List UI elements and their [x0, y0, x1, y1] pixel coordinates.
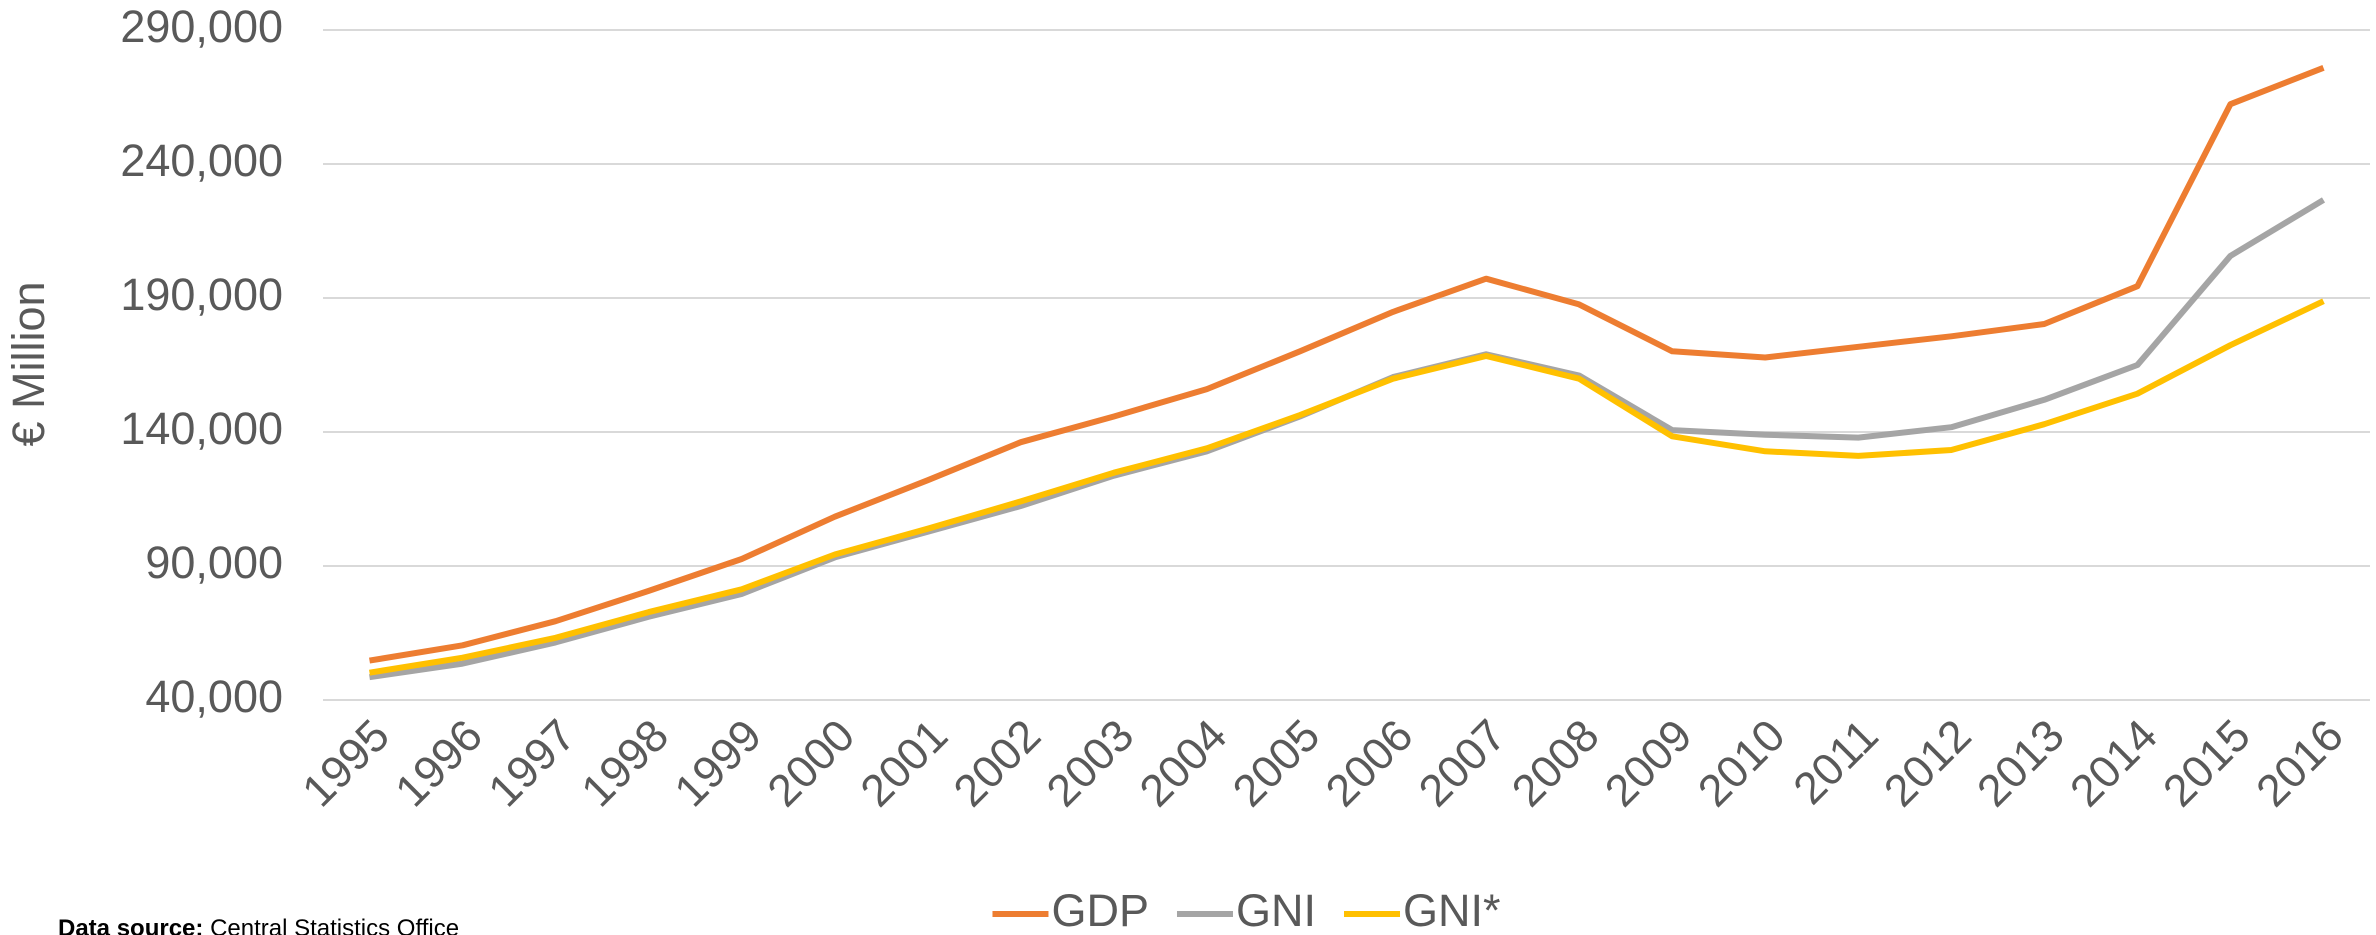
x-tick-label: 2001: [850, 709, 957, 816]
x-tick-label: 2005: [1223, 709, 1330, 816]
source-label: Data source:: [58, 915, 203, 935]
legend-label: GDP: [1051, 885, 1149, 935]
x-tick-label: 2016: [2246, 709, 2353, 816]
y-tick-label: 190,000: [120, 269, 283, 320]
x-tick-label: 2006: [1316, 709, 1423, 816]
y-tick-label: 140,000: [120, 403, 283, 454]
legend-label: GNI: [1236, 885, 1316, 935]
x-tick-label: 2003: [1037, 709, 1144, 816]
x-tick-label: 2000: [757, 709, 864, 816]
x-tick-label: 1999: [664, 709, 771, 816]
x-tick-label: 2013: [1967, 709, 2074, 816]
x-tick-label: 2002: [943, 709, 1050, 816]
series-line: [369, 298, 2325, 676]
x-tick-label: 2009: [1595, 709, 1702, 816]
legend: GDP GNI GNI*: [992, 885, 1501, 935]
x-tick-label: 2015: [2153, 709, 2260, 816]
series-line: [369, 65, 2325, 664]
x-tick-label: 1995: [292, 709, 399, 816]
x-tick-label: 1996: [385, 709, 492, 816]
y-tick-label: 290,000: [120, 1, 283, 52]
source-text: Central Statistics Office: [210, 915, 459, 935]
y-tick-label: 40,000: [145, 671, 283, 722]
x-tick-label: 1997: [478, 709, 585, 816]
y-tick-label: 90,000: [145, 537, 283, 588]
x-tick-label: 2012: [1874, 709, 1981, 816]
x-tick-label: 1998: [571, 709, 678, 816]
source-note: Data source: Central Statistics Office: [58, 915, 459, 935]
y-tick-label: 240,000: [120, 135, 283, 186]
legend-label: GNI*: [1403, 885, 1501, 935]
x-tick-label: 2008: [1502, 709, 1609, 816]
x-tick-label: 2011: [1783, 709, 1887, 813]
x-tick-label: 2010: [1688, 709, 1795, 816]
x-tick-label: 2007: [1409, 709, 1516, 816]
x-tick-label: 2014: [2060, 709, 2167, 816]
x-tick-label: 2004: [1130, 709, 1237, 816]
y-axis-title: € Million: [3, 281, 54, 446]
